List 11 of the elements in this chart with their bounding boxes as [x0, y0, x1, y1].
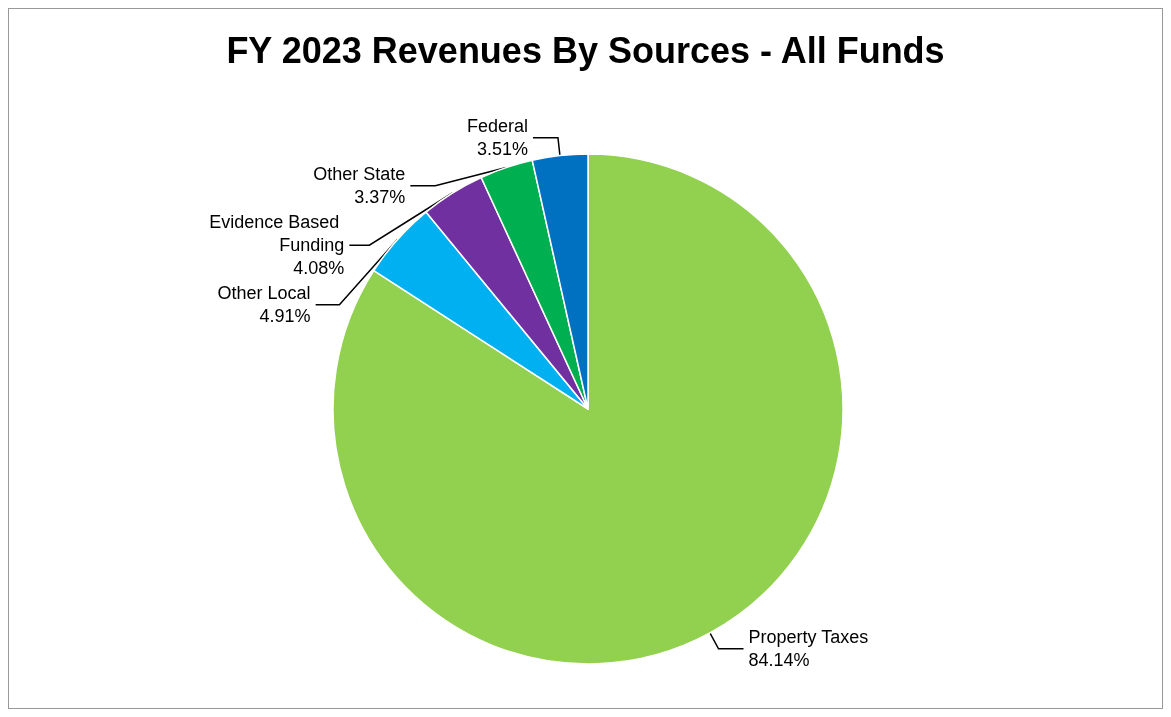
data-label: 4.08%: [293, 258, 345, 279]
data-label: 3.37%: [354, 187, 406, 208]
data-label: 3.51%: [476, 139, 528, 160]
slice-label: Property Taxes: [748, 627, 869, 648]
slice-label: Federal: [466, 116, 528, 137]
slice-label: Other State: [313, 164, 406, 185]
data-label: 4.91%: [259, 306, 311, 327]
data-label: 84.14%: [748, 650, 810, 671]
slice-label: Evidence Based Funding: [209, 212, 345, 256]
chart-title: FY 2023 Revenues By Sources - All Funds: [226, 29, 945, 71]
slice-label: Other Local: [217, 283, 311, 304]
